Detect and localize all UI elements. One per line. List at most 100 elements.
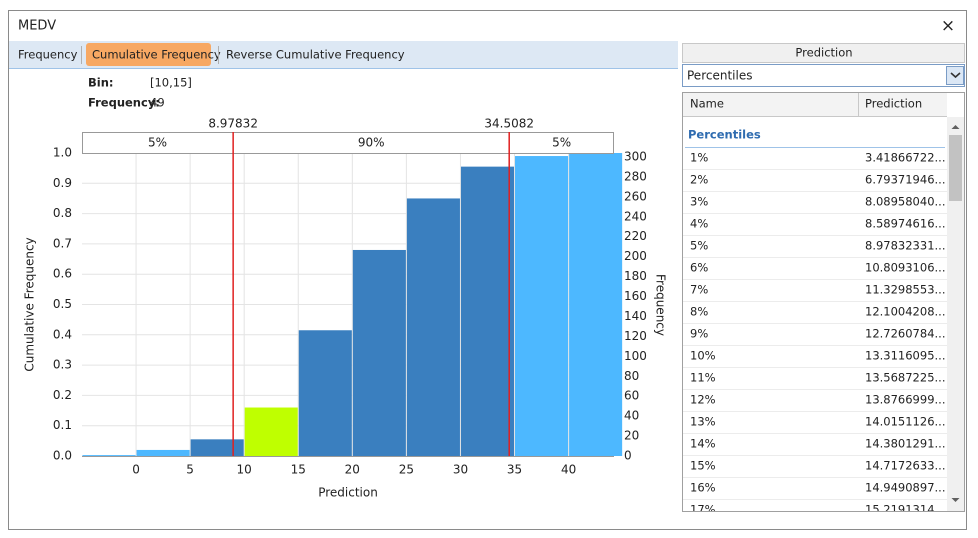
y-tick-label: 0.4 <box>53 327 72 341</box>
y2-tick-label: 80 <box>624 369 639 383</box>
tab-active[interactable]: Cumulative Frequency <box>92 48 221 62</box>
x-tick-label: 40 <box>561 463 576 477</box>
row-value: 8.97832331... <box>865 239 945 253</box>
y2-tick-label: 160 <box>624 289 647 303</box>
info-label: Bin: <box>88 76 114 90</box>
y2-tick-label: 40 <box>624 409 639 423</box>
bar <box>136 449 190 456</box>
row-name: 16% <box>690 481 716 495</box>
row-name: 5% <box>690 239 708 253</box>
info-value: 49 <box>150 96 165 110</box>
y2-tick-label: 240 <box>624 209 647 223</box>
column-header[interactable]: Prediction <box>865 97 922 111</box>
row-name: 12% <box>690 393 716 407</box>
row-name: 9% <box>690 327 708 341</box>
y2-tick-label: 180 <box>624 269 647 283</box>
bar <box>406 198 460 456</box>
column-header[interactable]: Name <box>690 97 724 111</box>
row-value: 6.79371946... <box>865 173 945 187</box>
scroll-down[interactable] <box>951 498 960 502</box>
row-name: 14% <box>690 437 716 451</box>
chart: 0 5 10 15 20 25 30 35 40 0.0 0.1 0.2 0.3 0.4 0.5 0.6 0.7… <box>23 117 668 500</box>
y-axis-label: Cumulative Frequency <box>23 237 37 371</box>
y2-axis-label: Frequency <box>654 274 668 336</box>
y-tick-label: 0.3 <box>53 358 72 372</box>
y2-tick-label: 100 <box>624 349 647 363</box>
row-value: 12.7260784... <box>865 327 945 341</box>
region-label: 5% <box>148 136 167 150</box>
y-tick-label: 0.8 <box>53 206 72 220</box>
y2-tick-label: 140 <box>624 309 647 323</box>
y2-tick-label: 0 <box>624 449 632 463</box>
x-tick-label: 0 <box>132 463 140 477</box>
y2-tick-label: 200 <box>624 249 647 263</box>
x-tick-label: 35 <box>507 463 522 477</box>
close-button[interactable]: × <box>941 16 955 36</box>
info-label: Frequency: <box>88 96 160 110</box>
row-value: 13.5687225... <box>865 371 945 385</box>
dropdown-value[interactable]: Percentiles <box>687 69 752 83</box>
window-title: MEDV <box>18 19 56 34</box>
row-value: 13.3116095... <box>865 349 945 363</box>
region-label: 90% <box>358 136 385 150</box>
row-value: 15.2191314... <box>865 503 945 517</box>
y-tick-label: 0.2 <box>53 388 72 402</box>
dropdown-arrow <box>950 72 961 79</box>
x-tick-label: 30 <box>453 463 468 477</box>
bar <box>460 166 515 456</box>
panel-header: Prediction <box>795 46 852 60</box>
scrollbar-thumb[interactable] <box>949 135 962 201</box>
y2-tick-label: 20 <box>624 429 639 443</box>
row-value: 8.08958040... <box>865 195 945 209</box>
y2-tick-label: 260 <box>624 189 647 203</box>
group-header: Percentiles <box>688 128 761 142</box>
y-tick-label: 0.5 <box>53 297 72 311</box>
bar <box>244 407 298 456</box>
row-value: 14.3801291... <box>865 437 945 451</box>
active-tab-bg <box>86 43 211 66</box>
row-name: 7% <box>690 283 708 297</box>
x-tick-label: 15 <box>291 463 306 477</box>
row-name: 6% <box>690 261 708 275</box>
dropdown[interactable] <box>682 64 965 87</box>
percentile-value: 34.5082 <box>484 117 534 131</box>
bar <box>190 439 244 456</box>
percentile-value: 8.97832 <box>208 117 258 131</box>
row-value: 14.9490897... <box>865 481 945 495</box>
table-header-bg <box>683 93 947 116</box>
row-name: 10% <box>690 349 716 363</box>
row-value: 8.58974616... <box>865 217 945 231</box>
y2-tick-label: 220 <box>624 229 647 243</box>
tab[interactable]: Frequency <box>18 48 78 62</box>
row-name: 3% <box>690 195 708 209</box>
row-name: 17% <box>690 503 716 517</box>
y-tick-label: 0.7 <box>53 236 72 250</box>
info-value: [10,15] <box>150 76 192 90</box>
row-name: 1% <box>690 151 708 165</box>
bar <box>298 330 352 456</box>
row-value: 13.8766999... <box>865 393 945 407</box>
y-tick-label: 0.9 <box>53 176 72 190</box>
y-tick-label: 0.6 <box>53 267 72 281</box>
bar <box>515 156 569 456</box>
region-label: 5% <box>552 136 571 150</box>
y-tick-label: 0.1 <box>53 418 72 432</box>
x-axis-label: Prediction <box>318 486 378 500</box>
y-tick-label: 1.0 <box>53 146 72 160</box>
scrollbar[interactable] <box>947 117 964 511</box>
row-value: 3.41866722... <box>865 151 945 165</box>
scroll-up[interactable] <box>951 125 960 129</box>
tab[interactable]: Reverse Cumulative Frequency <box>226 48 405 62</box>
x-tick-label: 25 <box>399 463 414 477</box>
row-name: 4% <box>690 217 708 231</box>
bar <box>82 455 136 456</box>
bar <box>569 153 623 456</box>
region-band <box>82 132 614 154</box>
row-name: 8% <box>690 305 708 319</box>
row-value: 11.3298553... <box>865 283 945 297</box>
bar <box>352 249 406 456</box>
row-value: 14.0151126... <box>865 415 945 429</box>
row-name: 15% <box>690 459 716 473</box>
